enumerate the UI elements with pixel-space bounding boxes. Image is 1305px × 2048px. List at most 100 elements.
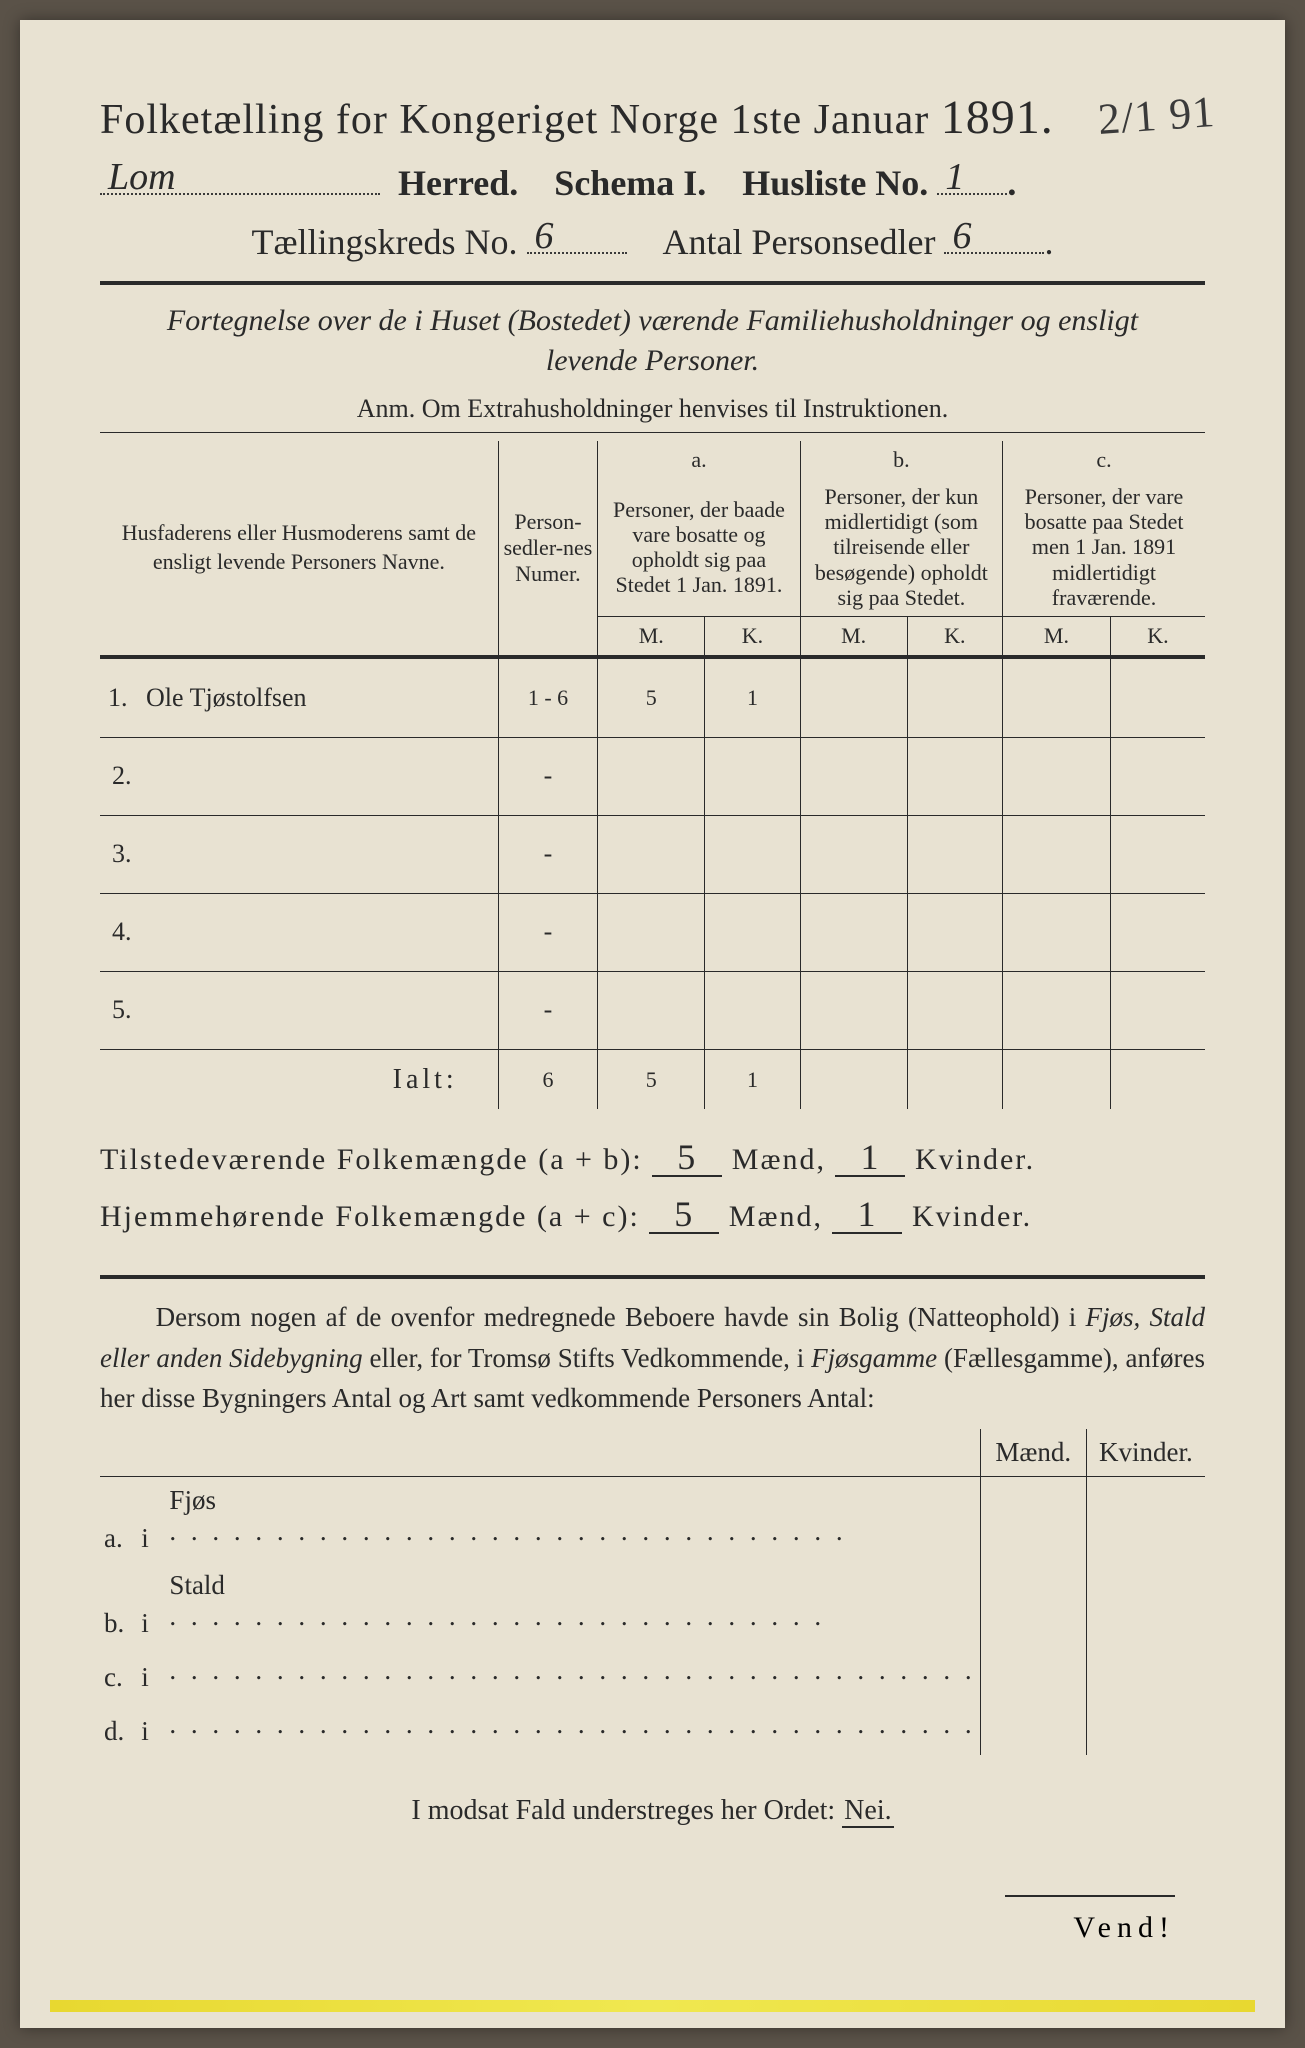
- cell: [800, 815, 907, 893]
- bygn-row: a. i Fjøs . . . . . . . . . . . . . . . …: [100, 1476, 1205, 1562]
- bygn-label: . . . . . . . . . . . . . . . . . . . . …: [165, 1701, 980, 1755]
- col-c-label: c.: [1003, 441, 1205, 478]
- topright-handnote: 2/1 91: [1096, 86, 1217, 145]
- rule-3: [100, 1275, 1205, 1279]
- cell: [1110, 815, 1205, 893]
- summary-line-1: Tilstedeværende Folkemængde (a + b): 5 M…: [100, 1131, 1205, 1188]
- dots: . . . . . . . . . . . . . . . . . . . . …: [169, 1601, 975, 1632]
- bygn-k: [1086, 1562, 1205, 1647]
- anm-note: Anm. Om Extrahusholdninger henvises til …: [100, 394, 1205, 424]
- dots: . . . . . . . . . . . . . . . . . . . . …: [169, 1655, 975, 1686]
- ialt-num: 6: [498, 1049, 598, 1109]
- kreds-field: 6: [527, 216, 627, 254]
- bygn-m: [980, 1701, 1086, 1755]
- bygn-blank: [100, 1429, 137, 1477]
- col-a-label: a.: [598, 441, 800, 478]
- col-c-k: K.: [1110, 617, 1205, 658]
- kreds-value: 6: [535, 214, 554, 258]
- summary-line-2: Hjemmehørende Folkemængde (a + c): 5 Mæn…: [100, 1188, 1205, 1245]
- bygn-i: i: [137, 1562, 165, 1647]
- bygn-m: [980, 1476, 1086, 1562]
- bygn-m: [980, 1647, 1086, 1701]
- cell: [1003, 815, 1111, 893]
- schema-label: Schema I.: [554, 163, 706, 203]
- sum1-k: 1: [835, 1139, 905, 1177]
- col-a-k: K.: [705, 617, 800, 658]
- cell: [705, 893, 800, 971]
- cell: [907, 893, 1002, 971]
- row-num: 1.: [108, 683, 128, 712]
- cell-ck: [1110, 659, 1205, 737]
- cell: [598, 815, 705, 893]
- husliste-field: 1: [937, 157, 1007, 195]
- bygn-blank: [137, 1429, 165, 1477]
- ialt-am: 5: [598, 1049, 705, 1109]
- herred-label: Herred.: [398, 163, 518, 203]
- herred-field: Lom: [100, 157, 380, 195]
- bygn-blank: [165, 1429, 980, 1477]
- nei-word: Nei.: [842, 1795, 893, 1828]
- bygn-k: [1086, 1476, 1205, 1562]
- husliste-label: Husliste No.: [742, 163, 928, 203]
- bygn-key: b.: [100, 1562, 137, 1647]
- cell: [800, 893, 907, 971]
- cell: [1003, 971, 1111, 1049]
- dots: . . . . . . . . . . . . . . . . . . . . …: [169, 1516, 975, 1547]
- bygn-row: c. i . . . . . . . . . . . . . . . . . .…: [100, 1647, 1205, 1701]
- yellow-binding-strip: [50, 2000, 1255, 2012]
- row-num: 5.: [112, 995, 132, 1024]
- maend-label: Mænd,: [732, 1143, 826, 1176]
- bygn-i: i: [137, 1476, 165, 1562]
- table-row: 3. -: [100, 815, 1205, 893]
- vend-text: Vend!: [1073, 1911, 1175, 1944]
- table-row: 5. -: [100, 971, 1205, 1049]
- col-header-names: Husfaderens eller Husmoderens samt de en…: [100, 441, 498, 658]
- cell: [1003, 1049, 1111, 1109]
- row-num: 2.: [112, 761, 132, 790]
- title-prefix: Folketælling for Kongeriget Norge 1ste J…: [100, 97, 929, 143]
- dash: -: [544, 995, 553, 1024]
- col-header-num: Person-sedler-nes Numer.: [498, 441, 598, 658]
- sum2-m: 5: [649, 1196, 719, 1234]
- col-a-m: M.: [598, 617, 705, 658]
- cell: [800, 1049, 907, 1109]
- vend-block: Vend!: [100, 1877, 1205, 1945]
- bygn-label: Stald . . . . . . . . . . . . . . . . . …: [165, 1562, 980, 1647]
- bygn-table: Mænd. Kvinder. a. i Fjøs . . . . . . . .…: [100, 1429, 1205, 1755]
- summary-block: Tilstedeværende Folkemængde (a + b): 5 M…: [100, 1131, 1205, 1245]
- table-row: 2. -: [100, 737, 1205, 815]
- table-row: 1. Ole Tjøstolfsen 1 - 6 5 1: [100, 659, 1205, 737]
- husliste-value: 1: [945, 155, 964, 199]
- bygn-k: [1086, 1701, 1205, 1755]
- row-num: 3.: [112, 839, 132, 868]
- kvinder-label: Kvinder.: [912, 1200, 1032, 1233]
- bygn-label-text: Fjøs: [169, 1485, 216, 1515]
- cell: [800, 737, 907, 815]
- col-num-text: Person-sedler-nes Numer.: [504, 509, 593, 586]
- vend-rule: [1005, 1895, 1175, 1897]
- cell-am: 5: [598, 659, 705, 737]
- antal-label: Antal Personsedler: [663, 222, 936, 262]
- bygn-row: d. i . . . . . . . . . . . . . . . . . .…: [100, 1701, 1205, 1755]
- kvinder-label: Kvinder.: [915, 1143, 1035, 1176]
- col-b-label: b.: [800, 441, 1002, 478]
- cell-num: -: [498, 893, 598, 971]
- sum1-label: Tilstedeværende Folkemængde (a + b):: [100, 1143, 643, 1176]
- nei-line: I modsat Fald understreges her Ordet: Ne…: [100, 1795, 1205, 1827]
- cell: [907, 815, 1002, 893]
- col-c-m: M.: [1003, 617, 1111, 658]
- col-names-text: Husfaderens eller Husmoderens samt de en…: [122, 520, 476, 574]
- col-b-m: M.: [800, 617, 907, 658]
- sum1-m: 5: [652, 1139, 722, 1177]
- col-a-desc: Personer, der baade vare bosatte og opho…: [598, 478, 800, 617]
- ialt-row: Ialt: 6 5 1: [100, 1049, 1205, 1109]
- cell-bm: [800, 659, 907, 737]
- header-row-kreds: Tællingskreds No. 6 Antal Personsedler 6…: [100, 216, 1205, 263]
- bygn-label: Fjøs . . . . . . . . . . . . . . . . . .…: [165, 1476, 980, 1562]
- col-b-desc: Personer, der kun midlertidigt (som tilr…: [800, 478, 1002, 617]
- cell: [705, 971, 800, 1049]
- bygn-k: [1086, 1647, 1205, 1701]
- bygn-key: c.: [100, 1647, 137, 1701]
- subtitle: Fortegnelse over de i Huset (Bostedet) v…: [100, 295, 1205, 388]
- para-i2: Fjøsgamme: [811, 1343, 937, 1373]
